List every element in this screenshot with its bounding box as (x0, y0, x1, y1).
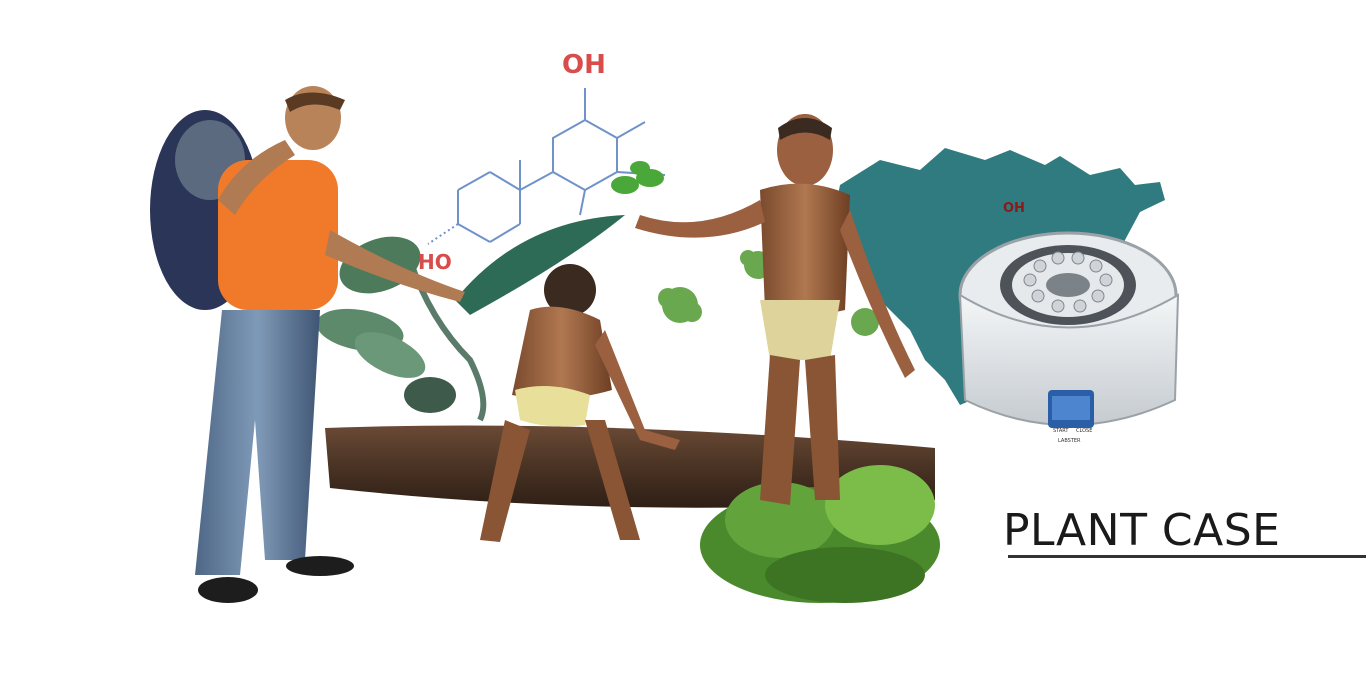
title-underline (1008, 555, 1366, 558)
centrifuge-start-label: START (1053, 428, 1069, 434)
page-title: PLANT CASE (1003, 505, 1281, 556)
moss-blobs (658, 250, 879, 336)
chemical-structure (427, 88, 666, 245)
hydroxyl-label-left: HO (418, 250, 452, 274)
seated-child-figure (480, 264, 680, 542)
tribesman-figure (611, 114, 915, 505)
hiker-figure (150, 86, 465, 603)
centrifuge-device (958, 231, 1180, 428)
centrifuge-close-label: CLOSE (1076, 428, 1093, 434)
hydroxyl-label-map: OH (1003, 201, 1025, 216)
plant-leaves (316, 215, 625, 422)
centrifuge-brand-label: LABSTER (1058, 438, 1081, 444)
held-plant-sprig (611, 161, 664, 194)
hydroxyl-label-top: OH (562, 50, 606, 80)
bush (700, 465, 940, 603)
